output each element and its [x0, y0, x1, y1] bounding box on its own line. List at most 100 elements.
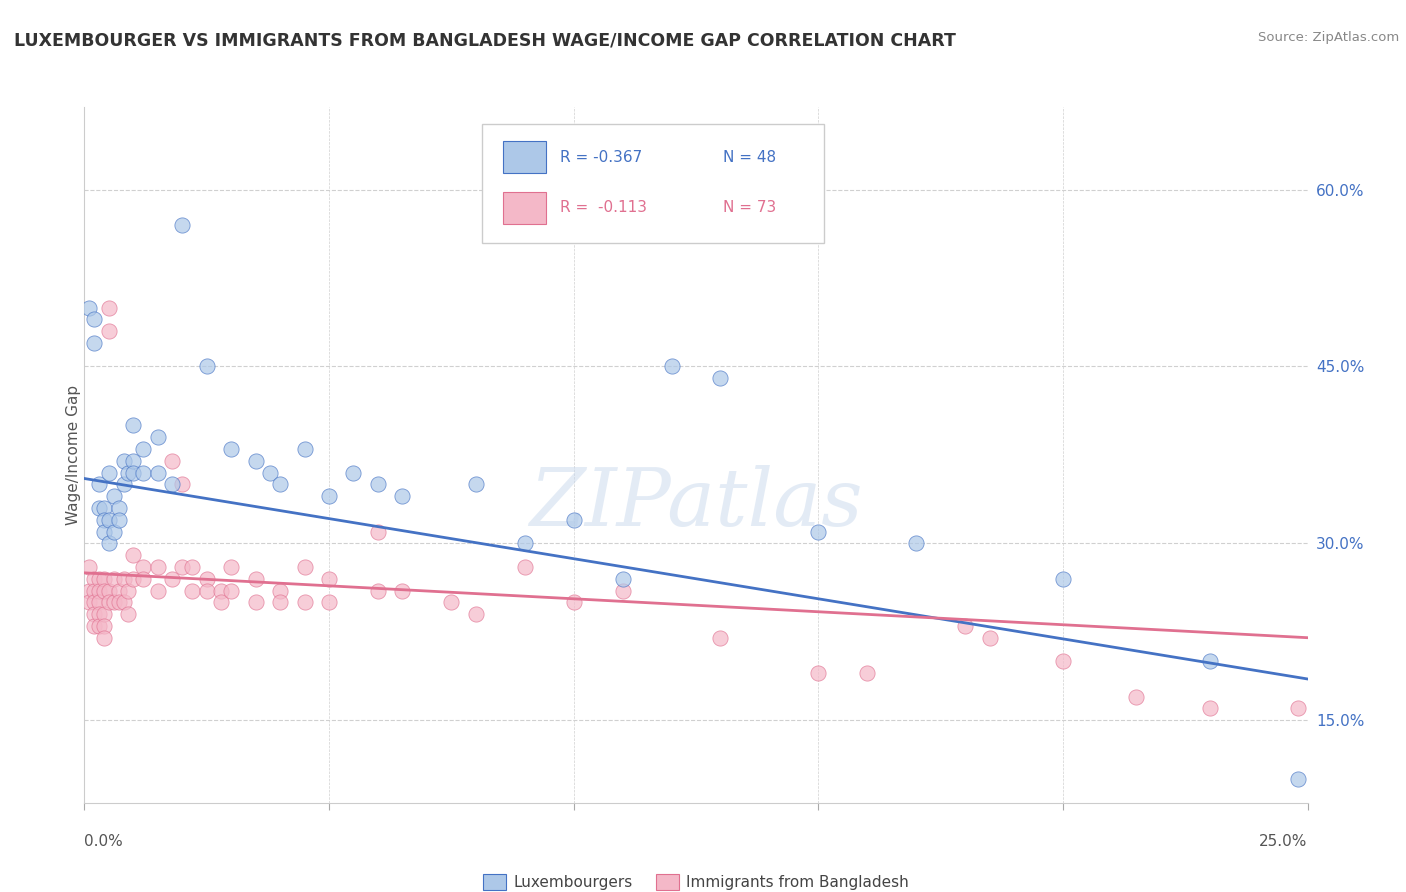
Point — [245, 572, 267, 586]
Y-axis label: Wage/Income Gap: Wage/Income Gap — [66, 384, 80, 525]
Point — [93, 572, 115, 586]
Point — [1198, 701, 1220, 715]
Point — [87, 500, 110, 515]
Point — [562, 513, 585, 527]
Point — [269, 583, 291, 598]
Point — [87, 583, 110, 598]
Point — [97, 301, 120, 315]
Point — [464, 607, 486, 621]
Point — [807, 666, 830, 681]
Point — [146, 466, 169, 480]
Point — [97, 536, 120, 550]
Point — [195, 583, 218, 598]
Point — [93, 607, 115, 621]
Point — [1052, 654, 1074, 668]
Point — [77, 595, 100, 609]
Point — [103, 489, 125, 503]
Point — [122, 466, 145, 480]
Point — [562, 595, 585, 609]
Point — [1052, 572, 1074, 586]
Point — [117, 583, 139, 598]
Point — [103, 595, 125, 609]
Point — [464, 477, 486, 491]
Point — [1286, 701, 1309, 715]
Point — [269, 595, 291, 609]
Point — [318, 572, 340, 586]
Point — [77, 301, 100, 315]
Point — [391, 489, 413, 503]
Point — [162, 477, 184, 491]
Point — [709, 371, 731, 385]
Point — [132, 560, 155, 574]
Point — [112, 477, 135, 491]
Point — [112, 595, 135, 609]
Point — [172, 477, 194, 491]
Point — [181, 583, 204, 598]
Point — [219, 560, 242, 574]
Point — [132, 572, 155, 586]
Point — [856, 666, 879, 681]
Point — [93, 583, 115, 598]
FancyBboxPatch shape — [503, 142, 546, 173]
Point — [122, 572, 145, 586]
Text: Source: ZipAtlas.com: Source: ZipAtlas.com — [1258, 31, 1399, 45]
Point — [122, 454, 145, 468]
Point — [953, 619, 976, 633]
Point — [146, 560, 169, 574]
Point — [93, 513, 115, 527]
Point — [93, 631, 115, 645]
Point — [107, 595, 129, 609]
Point — [146, 583, 169, 598]
Text: R = -0.367: R = -0.367 — [560, 150, 643, 165]
Point — [87, 572, 110, 586]
Point — [87, 607, 110, 621]
Point — [294, 595, 316, 609]
Point — [97, 595, 120, 609]
Point — [612, 572, 634, 586]
Point — [83, 572, 105, 586]
Point — [979, 631, 1001, 645]
Point — [83, 619, 105, 633]
Point — [97, 583, 120, 598]
Text: 25.0%: 25.0% — [1260, 834, 1308, 849]
Point — [172, 560, 194, 574]
Text: LUXEMBOURGER VS IMMIGRANTS FROM BANGLADESH WAGE/INCOME GAP CORRELATION CHART: LUXEMBOURGER VS IMMIGRANTS FROM BANGLADE… — [14, 31, 956, 49]
Text: ZIPatlas: ZIPatlas — [529, 465, 863, 542]
Point — [87, 595, 110, 609]
Text: N = 48: N = 48 — [723, 150, 776, 165]
Point — [117, 607, 139, 621]
Point — [318, 595, 340, 609]
Point — [107, 513, 129, 527]
Point — [1125, 690, 1147, 704]
Point — [132, 466, 155, 480]
Point — [107, 583, 129, 598]
Point — [107, 500, 129, 515]
Point — [97, 324, 120, 338]
Point — [87, 477, 110, 491]
Point — [391, 583, 413, 598]
Point — [209, 595, 232, 609]
Point — [83, 583, 105, 598]
Point — [661, 359, 683, 374]
Point — [97, 466, 120, 480]
Point — [83, 607, 105, 621]
Point — [440, 595, 463, 609]
Point — [117, 466, 139, 480]
Point — [93, 500, 115, 515]
Point — [83, 312, 105, 326]
Point — [195, 359, 218, 374]
Point — [219, 442, 242, 456]
Point — [342, 466, 364, 480]
Point — [162, 572, 184, 586]
Point — [367, 583, 389, 598]
Point — [112, 454, 135, 468]
Point — [259, 466, 281, 480]
Point — [103, 572, 125, 586]
Point — [77, 560, 100, 574]
Point — [97, 513, 120, 527]
Point — [87, 619, 110, 633]
Point — [513, 536, 536, 550]
Point — [318, 489, 340, 503]
Point — [77, 583, 100, 598]
Point — [1286, 772, 1309, 787]
